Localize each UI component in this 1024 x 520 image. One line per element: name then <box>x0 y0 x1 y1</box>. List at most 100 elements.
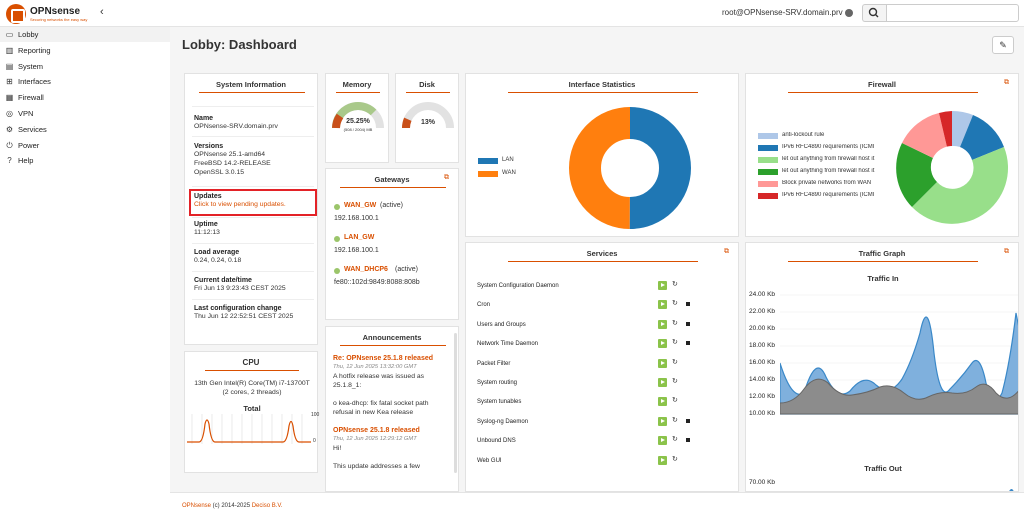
collapse-sidebar-icon[interactable]: ‹ <box>100 6 104 18</box>
fw-slice-letout-a <box>912 147 1009 224</box>
uptime-value: 11:12:13 <box>194 229 220 236</box>
service-restart-icon[interactable]: ↻ <box>672 339 678 347</box>
sidebar-item-vpn[interactable]: ◎ VPN <box>0 106 170 121</box>
widget-title: Announcements <box>362 333 422 342</box>
opnsense-logo[interactable]: OPNsense Securing networks the easy way <box>6 4 96 24</box>
service-row: Cron ↻ <box>473 296 735 315</box>
footer-company-link[interactable]: Deciso B.V. <box>251 503 283 509</box>
sidebar-item-firewall[interactable]: ▦ Firewall <box>0 90 170 105</box>
service-running-icon[interactable] <box>658 416 667 426</box>
firewall-legend-item[interactable]: IPv6 RFC4890 requirements (ICMI <box>758 192 882 200</box>
divider <box>192 243 314 244</box>
service-stop-icon[interactable] <box>686 438 690 443</box>
sidebar-item-label: Firewall <box>18 93 44 103</box>
service-restart-icon[interactable]: ↻ <box>672 455 678 463</box>
sidebar-item-label: VPN <box>18 109 34 118</box>
sidebar-item-label: Interfaces <box>18 77 51 87</box>
widget-title: Disk <box>419 80 435 89</box>
status-icon[interactable] <box>845 9 853 17</box>
sidebar-item-system[interactable]: ▤ System <box>0 59 170 74</box>
legend-item-lan[interactable]: LAN <box>478 157 548 165</box>
fw-slice-ipv6-b <box>939 111 952 147</box>
service-stop-icon[interactable] <box>686 302 690 307</box>
services-widget: Services ⧉ System Configuration Daemon ↻ C… <box>465 242 739 492</box>
sidebar-item-reporting[interactable]: ▥ Reporting <box>0 43 170 58</box>
title-rule <box>340 345 446 346</box>
external-link-icon[interactable]: ⧉ <box>724 248 729 255</box>
gateway-address: fe80::102d:9849:8088:808b <box>334 279 420 286</box>
legend-label: let out anything from firewall host it <box>782 156 875 162</box>
traffic-in-tick: 18.00 Kb <box>749 342 776 349</box>
last-config-row: Last configuration change Thu Jun 12 22:… <box>194 305 316 321</box>
legend-label: let out anything from firewall host it <box>782 168 875 174</box>
announcement-line: This update addresses a few <box>333 463 420 470</box>
sidebar-item-power[interactable]: ⏻ Power <box>0 138 170 153</box>
firewall-legend-item[interactable]: let out anything from firewall host it <box>758 156 882 164</box>
firewall-legend-item[interactable]: IPv6 RFC4890 requirements (ICMI <box>758 144 882 152</box>
firewall-legend-item[interactable]: let out anything from firewall host it <box>758 168 882 176</box>
service-running-icon[interactable] <box>658 455 667 465</box>
service-stop-icon[interactable] <box>686 418 690 423</box>
service-row: Syslog-ng Daemon ↻ <box>473 413 735 432</box>
service-running-icon[interactable] <box>658 281 667 290</box>
service-row: System Configuration Daemon ↻ <box>473 277 735 296</box>
service-restart-icon[interactable]: ↻ <box>672 378 678 385</box>
chart-icon: ▥ <box>5 45 14 55</box>
search-input[interactable] <box>886 4 1019 22</box>
sitemap-icon: ⊞ <box>6 77 13 87</box>
updates-row: Updates Click to view pending updates. <box>194 193 316 209</box>
footer-brand-link[interactable]: OPNsense <box>182 503 212 509</box>
external-link-icon[interactable]: ⧉ <box>1004 79 1009 86</box>
gateway-name[interactable]: WAN_GW <box>344 202 377 209</box>
load-average-row: Load average 0.24, 0.24, 0.18 <box>194 249 316 265</box>
sidebar-item-services[interactable]: ⚙ Services <box>0 122 170 137</box>
gateway-name[interactable]: WAN_DHCP6 <box>344 266 388 273</box>
service-running-icon[interactable] <box>658 436 667 446</box>
service-name: System tunables <box>477 399 522 406</box>
service-stop-icon[interactable] <box>686 341 690 346</box>
search-button[interactable] <box>862 4 886 22</box>
service-restart-icon[interactable]: ↻ <box>672 300 678 308</box>
user-account-link[interactable]: root@OPNsense-SRV.domain.prv <box>722 8 843 17</box>
service-restart-icon[interactable]: ↻ <box>672 319 678 327</box>
sidebar-item-interfaces[interactable]: ⊞ Interfaces <box>0 74 170 89</box>
service-running-icon[interactable] <box>658 319 667 329</box>
service-running-icon[interactable] <box>658 378 667 387</box>
external-link-icon[interactable]: ⧉ <box>1004 248 1009 255</box>
announcement-line <box>333 390 453 399</box>
service-running-icon[interactable] <box>658 358 667 368</box>
announcement-title-link[interactable]: Re: OPNsense 25.1.8 released <box>333 355 434 362</box>
firewall-legend-item[interactable]: anti-lockout rule <box>758 132 882 140</box>
gateway-state: (active) <box>380 202 403 209</box>
legend-label: Block private networks from WAN <box>782 180 872 186</box>
firewall-legend-item[interactable]: Block private networks from WAN <box>758 180 882 188</box>
legend-item-wan[interactable]: WAN <box>478 170 548 178</box>
firewall-donut-chart <box>896 110 1009 224</box>
title-rule <box>788 92 978 93</box>
service-running-icon[interactable] <box>658 300 667 310</box>
interface-statistics-widget: Interface Statistics LAN WAN <box>465 73 739 237</box>
sidebar-item-help[interactable]: ? Help <box>0 153 170 168</box>
sidebar-item-lobby[interactable]: ▭ Lobby <box>0 27 170 42</box>
service-restart-icon[interactable]: ↻ <box>672 397 678 405</box>
traffic-in-tick: 10.00 Kb <box>749 410 776 417</box>
scrollbar[interactable] <box>454 333 457 473</box>
service-stop-icon[interactable] <box>686 321 690 326</box>
traffic-in-tick: 20.00 Kb <box>749 325 776 332</box>
help-icon: ? <box>7 156 12 166</box>
legend-swatch <box>758 193 778 199</box>
external-link-icon[interactable]: ⧉ <box>444 174 449 181</box>
announcement-title-link[interactable]: OPNsense 25.1.8 released <box>333 427 420 434</box>
gateway-name[interactable]: LAN_GW <box>344 234 375 241</box>
service-restart-icon[interactable]: ↻ <box>672 281 678 288</box>
service-restart-icon[interactable]: ↻ <box>672 436 678 444</box>
service-restart-icon[interactable]: ↻ <box>672 416 678 424</box>
edit-dashboard-button[interactable]: ✎ <box>992 36 1014 54</box>
cog-icon: ⚙ <box>5 124 14 134</box>
traffic-out-tick: 70.00 Kb <box>749 479 776 486</box>
service-restart-icon[interactable]: ↻ <box>672 358 678 366</box>
divider <box>192 186 314 187</box>
pending-updates-link[interactable]: Click to view pending updates. <box>194 201 286 208</box>
service-running-icon[interactable] <box>658 339 667 349</box>
service-running-icon[interactable] <box>658 397 667 407</box>
